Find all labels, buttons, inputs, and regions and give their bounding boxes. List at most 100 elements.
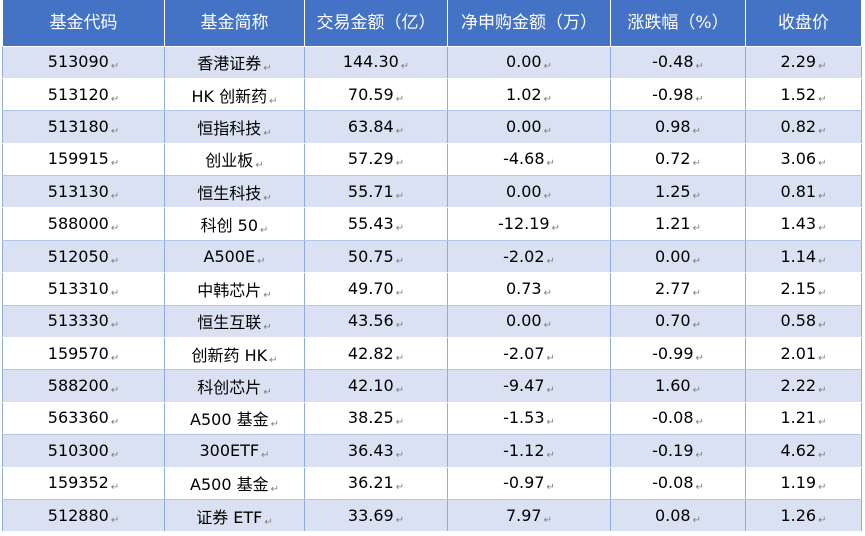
fund-code-cell: 588200 ↵ xyxy=(2,369,165,403)
net-purchase-cell: 0.00 ↵ xyxy=(447,45,611,79)
paragraph-mark-icon: ↵ xyxy=(269,354,278,366)
trade-amount-cell: 38.25 ↵ xyxy=(304,401,448,436)
change-pct-cell: 0.72 ↵ xyxy=(610,142,746,177)
close-price-cell-text: 0.82 xyxy=(780,116,817,136)
paragraph-mark-icon: ↵ xyxy=(395,223,405,235)
change-pct-cell: 0.98 ↵ xyxy=(610,110,746,144)
table-row: 588000 ↵ 科创 50 ↵ 55.43 ↵ -12.19 ↵ 1.21 ↵ 1.43 ↵ xyxy=(2,207,862,241)
trade-amount-cell-text: 50.75 xyxy=(347,246,394,266)
fund-name-cell-text: A500E xyxy=(203,246,256,266)
table-row: 512880 ↵ 证券 ETF ↵ 33.69 ↵ 7.97 ↵ 0.08 ↵ 1.26 ↵ xyxy=(2,498,862,533)
table-row: 512050 ↵ A500E ↵ 50.75 ↵ -2.02 ↵ 0.00 ↵ 1.14 ↵ xyxy=(2,239,862,274)
paragraph-mark-icon: ↵ xyxy=(395,125,405,137)
paragraph-mark-icon: ↵ xyxy=(270,484,279,496)
change-pct-cell: 1.60 ↵ xyxy=(610,369,746,403)
fund-code-cell: 159915 ↵ xyxy=(2,142,165,177)
paragraph-mark-icon: ↵ xyxy=(546,385,555,397)
fund-name-cell-text: HK 创新药 xyxy=(191,86,268,106)
fund-code-cell-text: 513090 xyxy=(47,52,109,72)
paragraph-mark-icon: ↵ xyxy=(695,449,704,461)
fund-code-cell-text: 513120 xyxy=(47,84,109,104)
paragraph-mark-icon: ↵ xyxy=(818,514,827,526)
close-price-cell: 1.14 ↵ xyxy=(745,239,862,274)
trade-amount-cell-text: 42.82 xyxy=(347,343,394,363)
paragraph-mark-icon: ↵ xyxy=(395,255,405,267)
close-price-cell: 1.52 ↵ xyxy=(745,77,862,112)
paragraph-mark-icon: ↵ xyxy=(395,514,405,526)
net-purchase-cell: 1.02 ↵ xyxy=(447,77,611,112)
fund-name-cell: 恒指科技 ↵ xyxy=(164,110,305,144)
paragraph-mark-icon: ↵ xyxy=(695,352,704,364)
paragraph-mark-icon: ↵ xyxy=(110,320,120,332)
fund-code-cell-text: 588200 xyxy=(47,376,109,396)
paragraph-mark-icon: ↵ xyxy=(395,190,405,202)
paragraph-mark-icon: ↵ xyxy=(110,158,120,170)
fund-name-cell-text: 科创 50 xyxy=(200,216,259,236)
change-pct-cell: -0.08 ↵ xyxy=(610,466,746,500)
paragraph-mark-icon: ↵ xyxy=(546,352,555,364)
close-price-cell: 2.22 ↵ xyxy=(745,369,862,403)
paragraph-mark-icon: ↵ xyxy=(818,385,827,397)
fund-name-cell: A500 基金 ↵ xyxy=(164,401,305,436)
change-pct-cell: -0.48 ↵ xyxy=(610,45,746,79)
paragraph-mark-icon: ↵ xyxy=(395,158,405,170)
paragraph-mark-icon: ↵ xyxy=(395,417,405,429)
paragraph-mark-icon: ↵ xyxy=(818,125,827,137)
paragraph-mark-icon: ↵ xyxy=(110,352,120,364)
header-fund-name: 基金简称 xyxy=(164,0,305,46)
close-price-cell: 2.15 ↵ xyxy=(745,272,862,306)
table-row: 588200 ↵ 科创芯片 ↵ 42.10 ↵ -9.47 ↵ 1.60 ↵ 2.22 ↵ xyxy=(2,369,862,403)
paragraph-mark-icon: ↵ xyxy=(400,61,410,73)
close-price-cell: 3.06 ↵ xyxy=(745,142,862,177)
paragraph-mark-icon: ↵ xyxy=(264,516,273,528)
paragraph-mark-icon: ↵ xyxy=(543,287,552,299)
close-price-cell-text: 1.19 xyxy=(780,473,817,493)
close-price-cell-text: 1.52 xyxy=(780,84,817,104)
fund-name-cell-text: A500 基金 xyxy=(190,475,269,495)
fund-name-cell-text: 科创芯片 xyxy=(197,378,262,398)
trade-amount-cell-text: 70.59 xyxy=(347,84,394,104)
header-change-pct: 涨跌幅（%） xyxy=(610,0,746,46)
trade-amount-cell-text: 42.10 xyxy=(347,376,394,396)
fund-code-cell: 513180 ↵ xyxy=(2,110,165,144)
close-price-cell-text: 2.15 xyxy=(780,278,817,298)
paragraph-mark-icon: ↵ xyxy=(110,385,120,397)
paragraph-mark-icon: ↵ xyxy=(263,387,272,399)
net-purchase-cell-text: -1.53 xyxy=(503,408,545,428)
fund-name-cell: 创业板 ↵ xyxy=(164,142,305,177)
paragraph-mark-icon: ↵ xyxy=(692,320,701,332)
fund-code-cell-text: 588000 xyxy=(47,214,109,234)
paragraph-mark-icon: ↵ xyxy=(546,449,555,461)
paragraph-mark-icon: ↵ xyxy=(110,190,120,202)
trade-amount-cell-text: 49.70 xyxy=(347,278,394,298)
paragraph-mark-icon: ↵ xyxy=(695,482,704,494)
paragraph-mark-icon: ↵ xyxy=(255,160,264,172)
paragraph-mark-icon: ↵ xyxy=(551,223,560,235)
fund-name-cell-text: 恒生互联 xyxy=(197,313,262,333)
fund-code-cell-text: 563360 xyxy=(47,408,109,428)
fund-code-cell: 588000 ↵ xyxy=(2,207,165,241)
trade-amount-cell-text: 63.84 xyxy=(347,116,394,136)
paragraph-mark-icon: ↵ xyxy=(543,61,552,73)
table-header: 基金代码 基金简称 交易金额（亿） 净申购金额（万） 涨跌幅（%） 收盘价 xyxy=(2,0,862,46)
fund-name-cell: 科创芯片 ↵ xyxy=(164,369,305,403)
paragraph-mark-icon: ↵ xyxy=(395,385,405,397)
table-row: 513120 ↵ HK 创新药 ↵ 70.59 ↵ 1.02 ↵ -0.98 ↵ 1.52 ↵ xyxy=(2,77,862,112)
fund-name-cell: 恒生互联 ↵ xyxy=(164,304,305,339)
fund-name-cell: 创新药 HK ↵ xyxy=(164,337,305,371)
fund-code-cell: 513310 ↵ xyxy=(2,272,165,306)
net-purchase-cell: 0.73 ↵ xyxy=(447,272,611,306)
header-fund-code: 基金代码 xyxy=(2,0,165,46)
net-purchase-cell: 0.00 ↵ xyxy=(447,175,611,209)
change-pct-cell: 1.25 ↵ xyxy=(610,175,746,209)
fund-name-cell-text: 恒生科技 xyxy=(197,183,262,203)
trade-amount-cell: 50.75 ↵ xyxy=(304,239,448,274)
change-pct-cell-text: -0.98 xyxy=(652,84,694,104)
paragraph-mark-icon: ↵ xyxy=(692,190,701,202)
paragraph-mark-icon: ↵ xyxy=(692,514,701,526)
close-price-cell-text: 1.21 xyxy=(780,408,817,428)
fund-code-cell-text: 512050 xyxy=(47,246,109,266)
change-pct-cell: 0.00 ↵ xyxy=(610,239,746,274)
paragraph-mark-icon: ↵ xyxy=(263,322,272,334)
